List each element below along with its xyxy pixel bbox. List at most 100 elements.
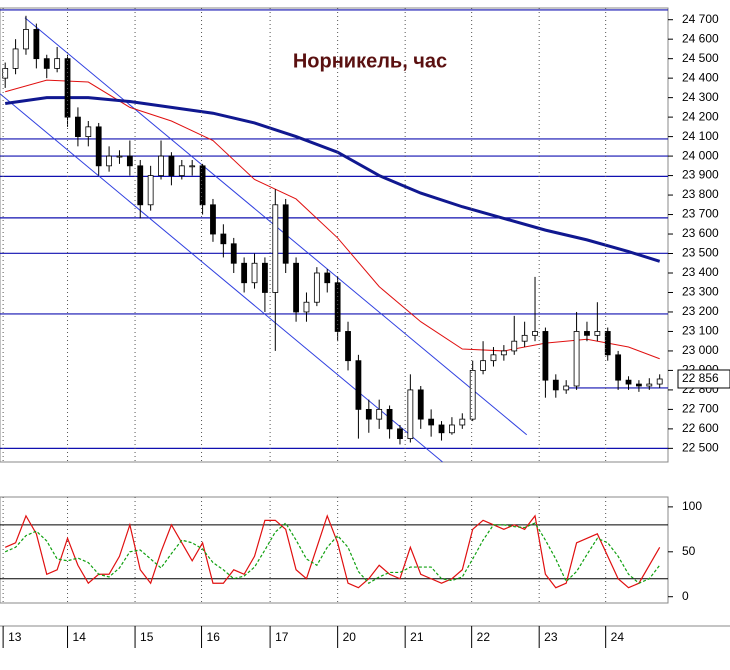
candle-body	[500, 350, 507, 356]
y-tick-label: 24 000	[682, 148, 719, 162]
candle-body	[376, 408, 383, 420]
candle-body	[438, 424, 445, 434]
y-tick-label: 23 900	[682, 168, 719, 182]
candle-body	[469, 370, 476, 420]
y-tick-label: 24 400	[682, 70, 719, 84]
candle-body	[303, 301, 310, 313]
candle-body	[95, 126, 102, 167]
candle-body	[636, 383, 642, 387]
y-tick-label: 23 500	[682, 246, 719, 260]
x-tick-label: 16	[207, 630, 221, 644]
candle-body	[511, 340, 518, 352]
candle-body	[241, 262, 248, 284]
candle-body	[459, 418, 466, 426]
y-tick-label: 23 200	[682, 304, 719, 318]
last-price-label: 22 856	[682, 371, 719, 385]
x-tick-label: 21	[410, 630, 424, 644]
stochastic-line	[4, 514, 661, 589]
candle-body	[313, 272, 320, 303]
x-tick-label: 23	[544, 630, 558, 644]
candle-body	[563, 385, 570, 391]
candle-body	[272, 204, 279, 293]
x-tick-label: 17	[275, 630, 289, 644]
candle-body	[106, 155, 112, 167]
y-tick-label: 24 300	[682, 90, 719, 104]
candle-body	[137, 165, 144, 206]
stochastic-panel	[0, 496, 669, 604]
y-tick-label: 23 300	[682, 285, 719, 299]
candle-body	[552, 379, 559, 391]
y-tick-label: 23 400	[682, 265, 719, 279]
candle-body	[2, 68, 9, 79]
y-tick-label: 23 000	[682, 343, 719, 357]
candle-body	[480, 360, 486, 371]
y-tick-label: 22 500	[682, 441, 719, 455]
y-tick-label: 23 600	[682, 226, 719, 240]
y-tick-label: 24 100	[682, 129, 719, 143]
candle-body	[542, 331, 549, 381]
y-tick-label: 24 700	[682, 12, 719, 26]
candle-body	[43, 58, 50, 69]
y-tick-label: 23 800	[682, 187, 719, 201]
candle-body	[85, 126, 92, 138]
x-tick-label: 22	[477, 630, 491, 644]
y-tick-label: 22 600	[682, 421, 719, 435]
candle-body	[126, 155, 133, 167]
candle-body	[428, 418, 435, 426]
candle-body	[189, 165, 196, 168]
y-tick-label: 23 700	[682, 207, 719, 221]
y-tick-label: 50	[682, 544, 696, 558]
candle-body	[251, 262, 258, 284]
x-tick-label: 15	[140, 630, 154, 644]
candle-body	[417, 389, 424, 420]
stochastic-line	[4, 522, 661, 585]
candle-body	[230, 243, 237, 264]
candle-body	[293, 262, 299, 313]
candle-body	[116, 155, 123, 158]
candle-body	[407, 389, 414, 440]
candle-body	[168, 155, 175, 176]
y-tick-label: 0	[682, 589, 689, 603]
candle-body	[594, 331, 601, 336]
chart-title: Норникель, час	[293, 50, 447, 72]
candle-body	[365, 408, 372, 420]
candle-body	[625, 379, 632, 385]
x-tick-label: 13	[8, 630, 22, 644]
candle-body	[324, 272, 331, 284]
x-tick-label: 14	[73, 630, 87, 644]
y-tick-label: 23 100	[682, 324, 719, 338]
candle-body	[490, 354, 497, 362]
x-tick-label: 20	[343, 630, 357, 644]
y-tick-label: 24 600	[682, 31, 719, 45]
candle-body	[386, 408, 393, 430]
candle-body	[345, 331, 351, 362]
y-tick-label: 24 200	[682, 109, 719, 123]
candle-body	[12, 48, 19, 69]
candle-body	[656, 378, 663, 385]
candle-body	[604, 331, 611, 356]
y-tick-label: 100	[682, 499, 702, 513]
candle-body	[584, 331, 590, 336]
candle-body	[210, 204, 216, 235]
candle-body	[521, 334, 528, 342]
candle-body	[75, 116, 81, 138]
y-tick-label: 22 700	[682, 402, 719, 416]
candle-body	[355, 360, 362, 410]
candle-body	[178, 165, 185, 176]
candle-body	[646, 383, 653, 387]
candle-body	[220, 233, 227, 245]
candle-body	[449, 424, 455, 434]
candle-body	[397, 428, 403, 440]
candle-body	[33, 29, 40, 60]
candle-body	[532, 331, 538, 336]
candle-body	[262, 262, 268, 293]
candle-body	[158, 155, 164, 176]
candle-body	[334, 282, 341, 332]
last-price-box	[677, 369, 730, 389]
candle-body	[282, 204, 289, 264]
y-tick-label: 24 500	[682, 51, 719, 65]
candle-body	[64, 58, 71, 118]
